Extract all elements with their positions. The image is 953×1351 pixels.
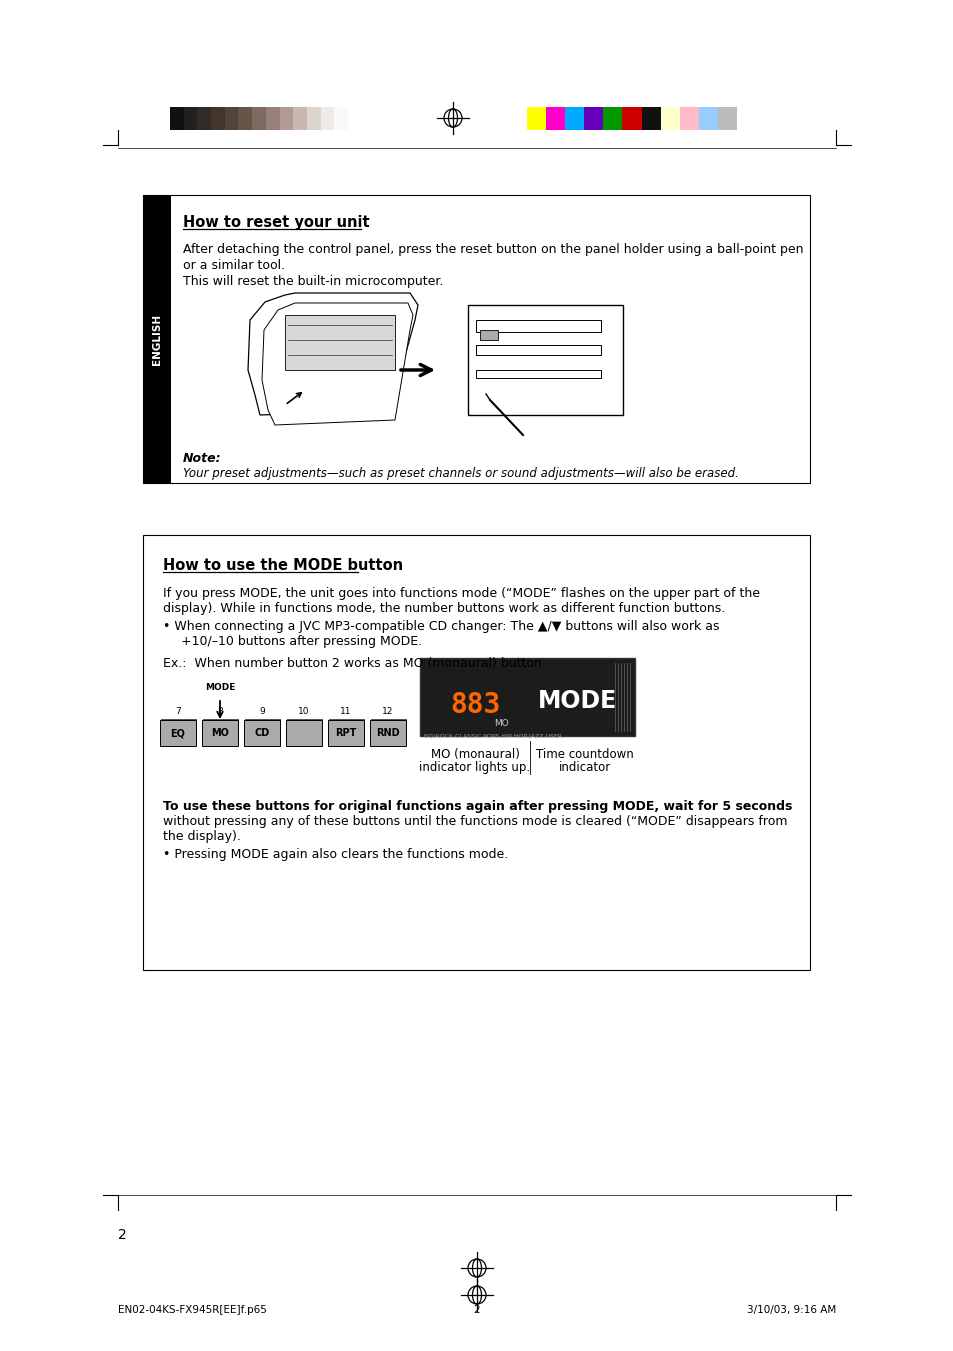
Text: RND: RND — [375, 728, 399, 738]
Text: ENGLISH: ENGLISH — [152, 313, 162, 365]
Bar — [371, 719, 407, 744]
Text: MODE: MODE — [205, 684, 235, 693]
Text: without pressing any of these buttons until the functions mode is cleared (“MODE: without pressing any of these buttons un… — [163, 815, 786, 828]
Bar — [476, 370, 600, 378]
Text: 7: 7 — [175, 708, 181, 716]
Text: MO: MO — [211, 728, 229, 738]
Bar — [287, 719, 323, 744]
Text: MO (monaural): MO (monaural) — [430, 748, 518, 761]
Bar — [621, 107, 640, 130]
Bar — [320, 107, 334, 130]
Bar — [564, 107, 583, 130]
Polygon shape — [248, 293, 417, 415]
Bar — [468, 305, 622, 415]
Bar — [266, 107, 279, 130]
Text: the display).: the display). — [163, 830, 240, 843]
Bar — [160, 720, 195, 746]
Text: Your preset adjustments—such as preset channels or sound adjustments—will also b: Your preset adjustments—such as preset c… — [183, 467, 739, 480]
Text: • When connecting a JVC MP3-compatible CD changer: The ▲/▼ buttons will also wor: • When connecting a JVC MP3-compatible C… — [163, 620, 719, 634]
Text: or a similar tool.: or a similar tool. — [183, 259, 285, 272]
Bar — [476, 345, 600, 355]
Bar — [225, 107, 238, 130]
Text: 10: 10 — [298, 708, 310, 716]
Text: 12: 12 — [382, 708, 394, 716]
Bar — [329, 719, 365, 744]
Bar — [293, 107, 307, 130]
Bar — [602, 107, 621, 130]
Bar — [526, 107, 545, 130]
Text: EQ: EQ — [171, 728, 185, 738]
Text: Time countdown: Time countdown — [536, 748, 633, 761]
Text: Ex.:  When number button 2 works as MO (monaural) button.: Ex.: When number button 2 works as MO (m… — [163, 657, 545, 670]
Bar — [211, 107, 225, 130]
Bar — [334, 107, 348, 130]
Polygon shape — [262, 303, 413, 426]
Text: MO: MO — [494, 720, 509, 728]
Text: 11: 11 — [340, 708, 352, 716]
Bar — [197, 107, 211, 130]
Bar — [307, 107, 320, 130]
Text: 8: 8 — [217, 708, 223, 716]
Bar — [203, 719, 239, 744]
Bar — [286, 720, 322, 746]
Bar — [328, 720, 364, 746]
Bar — [143, 535, 809, 970]
Bar — [476, 320, 600, 332]
Text: RPT: RPT — [335, 728, 356, 738]
Bar — [370, 720, 406, 746]
Text: 883: 883 — [450, 690, 499, 719]
Text: • Pressing MODE again also clears the functions mode.: • Pressing MODE again also clears the fu… — [163, 848, 508, 861]
Text: +10/–10 buttons after pressing MODE.: +10/–10 buttons after pressing MODE. — [172, 635, 421, 648]
Bar — [184, 107, 197, 130]
Text: How to use the MODE button: How to use the MODE button — [163, 558, 403, 573]
Text: EN02-04KS-FX945R[EE]f.p65: EN02-04KS-FX945R[EE]f.p65 — [118, 1305, 267, 1315]
Bar — [252, 107, 266, 130]
Bar — [161, 719, 196, 744]
Bar — [244, 720, 280, 746]
Text: indicator: indicator — [558, 761, 611, 774]
Text: MODE: MODE — [537, 689, 617, 713]
Bar — [279, 107, 293, 130]
Bar — [419, 658, 635, 736]
Text: 9: 9 — [259, 708, 265, 716]
Bar — [479, 330, 497, 340]
Bar — [170, 107, 184, 130]
Bar — [545, 107, 564, 130]
Text: indicator lights up.: indicator lights up. — [419, 761, 530, 774]
Text: If you press MODE, the unit goes into functions mode (“MODE” flashes on the uppe: If you press MODE, the unit goes into fu… — [163, 586, 760, 600]
Bar — [640, 107, 659, 130]
Text: display). While in functions mode, the number buttons work as different function: display). While in functions mode, the n… — [163, 603, 724, 615]
Bar — [583, 107, 602, 130]
Text: 2: 2 — [118, 1228, 127, 1242]
Text: EQ)ROCK CLASSIC POPS HIP HOP JAZZ USER: EQ)ROCK CLASSIC POPS HIP HOP JAZZ USER — [423, 734, 561, 739]
Bar — [718, 107, 737, 130]
Text: After detaching the control panel, press the reset button on the panel holder us: After detaching the control panel, press… — [183, 243, 802, 255]
Bar — [245, 719, 281, 744]
Bar — [143, 195, 809, 484]
Text: This will reset the built-in microcomputer.: This will reset the built-in microcomput… — [183, 276, 443, 288]
Text: How to reset your unit: How to reset your unit — [183, 215, 369, 230]
Bar — [699, 107, 718, 130]
Bar — [202, 720, 237, 746]
Text: 2: 2 — [474, 1305, 479, 1315]
Bar — [285, 315, 395, 370]
Text: To use these buttons for original functions again after pressing MODE, wait for : To use these buttons for original functi… — [163, 800, 792, 813]
Text: Note:: Note: — [183, 453, 221, 465]
Bar — [143, 195, 171, 484]
Text: CD: CD — [254, 728, 270, 738]
Bar — [238, 107, 252, 130]
Bar — [679, 107, 699, 130]
Text: 3/10/03, 9:16 AM: 3/10/03, 9:16 AM — [746, 1305, 835, 1315]
Bar — [659, 107, 679, 130]
